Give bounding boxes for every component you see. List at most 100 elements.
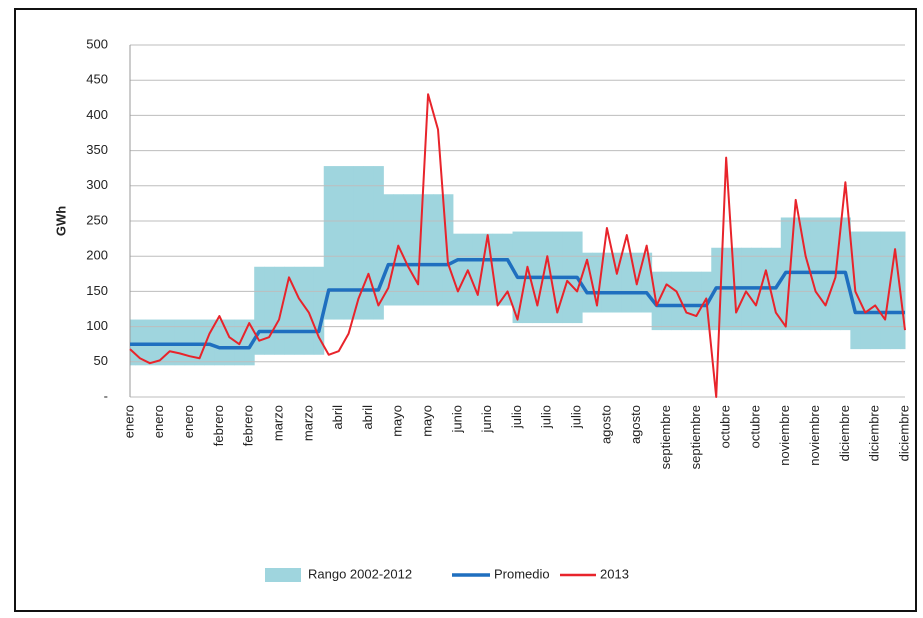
y-tick-label: 200 xyxy=(86,248,108,263)
y-tick-label: 400 xyxy=(86,107,108,122)
range-band xyxy=(244,319,255,366)
range-band xyxy=(592,252,603,313)
range-band xyxy=(274,266,285,355)
range-band xyxy=(343,166,355,320)
range-band xyxy=(284,266,295,355)
range-band xyxy=(870,231,881,350)
x-tick-label: octubre xyxy=(747,405,762,448)
x-tick-label: enero xyxy=(181,405,196,438)
range-band xyxy=(433,194,444,306)
x-tick-label: enero xyxy=(121,405,136,438)
range-band xyxy=(224,319,235,366)
range-band xyxy=(313,266,325,355)
frame xyxy=(14,8,917,612)
range-band xyxy=(452,233,464,306)
range-band xyxy=(363,166,374,320)
range-band xyxy=(393,194,404,306)
x-tick-label: abril xyxy=(360,405,375,430)
range-band xyxy=(293,266,305,355)
y-tick-label: 450 xyxy=(86,72,108,87)
y-tick-label: - xyxy=(104,388,108,403)
range-band xyxy=(900,231,906,350)
x-tick-label: julio xyxy=(509,405,524,429)
series-line xyxy=(129,93,906,398)
range-band xyxy=(194,319,206,366)
range-band xyxy=(214,319,225,366)
range-band xyxy=(582,252,593,313)
range-band xyxy=(621,252,633,313)
range-band xyxy=(661,271,673,331)
x-tick-label: septiembre xyxy=(688,405,703,469)
x-tick-label: junio xyxy=(449,405,464,433)
y-axis-label: GWh xyxy=(53,206,68,236)
range-band xyxy=(174,319,186,366)
range-band xyxy=(184,319,196,366)
range-band xyxy=(681,271,692,331)
legend-swatch xyxy=(265,568,301,582)
x-tick-label: marzo xyxy=(270,405,285,441)
x-tick-label: diciembre xyxy=(896,405,911,461)
x-tick-label: febrero xyxy=(241,405,256,446)
range-band xyxy=(502,233,514,306)
x-tick-label: noviembre xyxy=(777,405,792,466)
range-band xyxy=(303,266,315,355)
x-tick-label: julio xyxy=(569,405,584,429)
range-band xyxy=(403,194,414,306)
y-tick-label: 500 xyxy=(86,36,108,51)
range-band xyxy=(383,194,394,306)
range-band xyxy=(333,166,345,320)
y-tick-label: 100 xyxy=(86,318,108,333)
range-band xyxy=(442,194,454,306)
range-band xyxy=(323,166,335,320)
range-band xyxy=(353,166,364,320)
range-band xyxy=(860,231,871,350)
y-tick-label: 350 xyxy=(86,142,108,157)
x-tick-label: abril xyxy=(330,405,345,430)
x-tick-label: junio xyxy=(479,405,494,433)
range-band xyxy=(641,252,653,313)
range-band xyxy=(144,319,156,366)
range-band xyxy=(130,319,136,366)
range-band xyxy=(264,266,275,355)
series-line xyxy=(130,257,905,350)
range-band xyxy=(154,319,166,366)
y-tick-label: 250 xyxy=(86,212,108,227)
x-tick-label: agosto xyxy=(628,405,643,444)
x-tick-label: enero xyxy=(151,405,166,438)
legend-label: Rango 2002-2012 xyxy=(308,566,412,581)
x-tick-label: marzo xyxy=(300,405,315,441)
range-band xyxy=(134,319,146,366)
x-tick-label: diciembre xyxy=(837,405,852,461)
x-tick-label: diciembre xyxy=(867,405,882,461)
range-band xyxy=(482,233,494,306)
y-tick-label: 50 xyxy=(94,353,108,368)
x-tick-label: febrero xyxy=(211,405,226,446)
x-tick-label: octubre xyxy=(718,405,733,448)
range-band xyxy=(472,233,484,306)
range-band xyxy=(413,194,424,306)
range-band xyxy=(890,231,901,350)
y-tick-label: 300 xyxy=(86,177,108,192)
range-band xyxy=(671,271,682,331)
range-band xyxy=(373,166,384,320)
range-band xyxy=(691,271,702,331)
range-band xyxy=(611,252,623,313)
range-band xyxy=(423,194,434,306)
legend-label: 2013 xyxy=(600,566,629,581)
range-band xyxy=(601,252,613,313)
x-tick-label: septiembre xyxy=(658,405,673,469)
y-tick-label: 150 xyxy=(86,283,108,298)
x-tick-label: mayo xyxy=(420,405,435,437)
x-tick-label: julio xyxy=(539,405,554,429)
range-band xyxy=(204,319,215,366)
range-band xyxy=(492,233,504,306)
legend-label: Promedio xyxy=(494,566,550,581)
range-band xyxy=(880,231,891,350)
x-tick-label: agosto xyxy=(598,405,613,444)
x-tick-label: mayo xyxy=(390,405,405,437)
range-band xyxy=(254,266,265,355)
x-tick-label: noviembre xyxy=(807,405,822,466)
range-band xyxy=(164,319,176,366)
